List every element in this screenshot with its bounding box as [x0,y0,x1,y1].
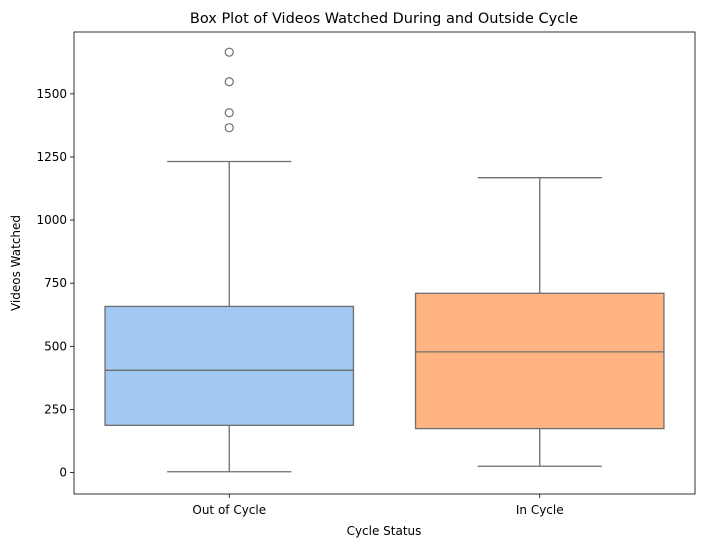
y-tick-label: 500 [44,339,67,353]
y-axis-label: Videos Watched [9,215,23,311]
y-tick-label: 1000 [36,213,67,227]
x-tick-label: In Cycle [516,503,564,517]
x-axis-label: Cycle Status [347,524,422,538]
plot-frame [73,31,696,495]
y-tick-label: 1500 [36,87,67,101]
y-tick-label: 1250 [36,150,67,164]
box-iqr [104,305,355,426]
outlier-point [224,77,234,87]
box-iqr [414,292,665,430]
outlier-point [224,123,234,133]
y-tick-label: 0 [59,466,67,480]
outlier-point [224,47,234,57]
chart-title: Box Plot of Videos Watched During and Ou… [190,11,578,27]
y-tick-label: 250 [44,402,67,416]
x-tick-label: Out of Cycle [192,503,266,517]
y-tick-label: 750 [44,276,67,290]
outlier-point [224,108,234,118]
plot-area: 0 250 500 750 1000 1250 1500 Out of Cycle In Cyc… [36,47,665,517]
